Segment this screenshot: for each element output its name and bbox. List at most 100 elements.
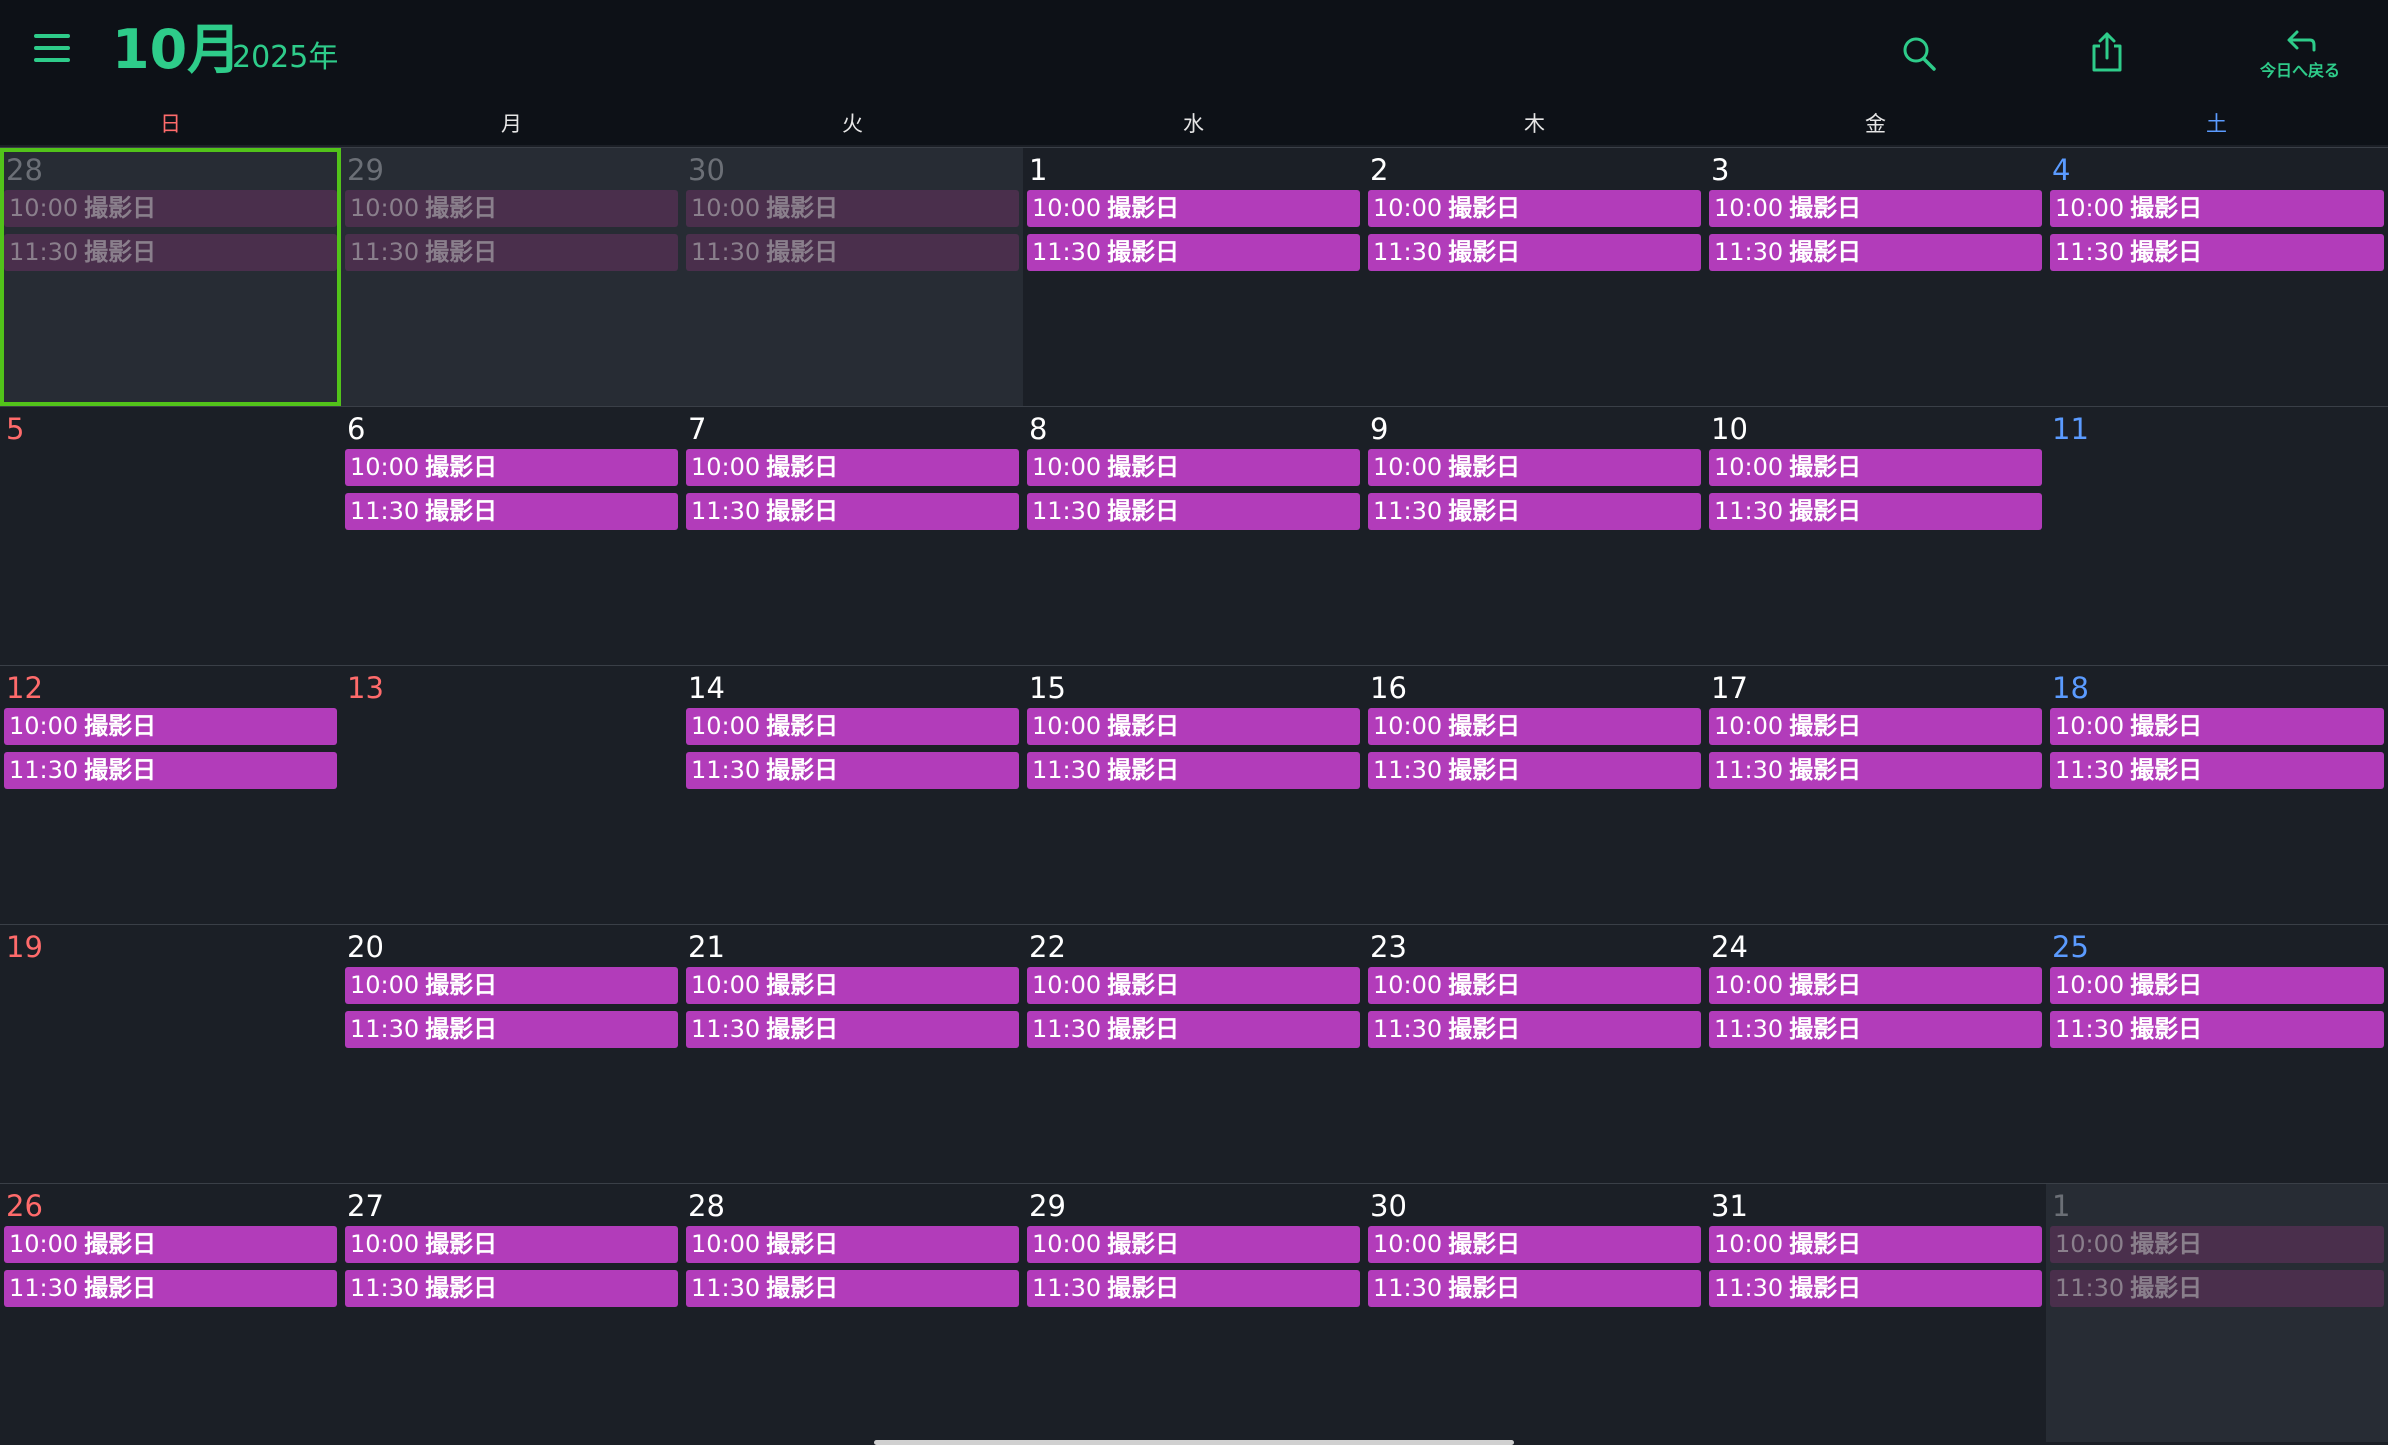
event-chip[interactable]: 10:00 撮影日	[1027, 708, 1360, 745]
day-cell[interactable]: 27 10:00 撮影日 11:30 撮影日	[341, 1183, 682, 1442]
menu-button[interactable]	[32, 34, 72, 70]
event-chip[interactable]: 10:00 撮影日	[2050, 1226, 2384, 1263]
event-chip[interactable]: 10:00 撮影日	[345, 1226, 678, 1263]
day-cell[interactable]: 17 10:00 撮影日 11:30 撮影日	[1705, 665, 2046, 924]
event-chip[interactable]: 11:30 撮影日	[1709, 234, 2042, 271]
share-button[interactable]	[2090, 30, 2124, 74]
event-chip[interactable]: 10:00 撮影日	[1027, 967, 1360, 1004]
day-cell[interactable]: 28 10:00 撮影日 11:30 撮影日	[682, 1183, 1023, 1442]
day-cell[interactable]: 1 10:00 撮影日 11:30 撮影日	[1023, 147, 1364, 406]
day-cell[interactable]: 11	[2046, 406, 2388, 665]
event-chip[interactable]: 10:00 撮影日	[2050, 190, 2384, 227]
event-chip[interactable]: 10:00 撮影日	[1709, 967, 2042, 1004]
day-cell[interactable]: 30 10:00 撮影日 11:30 撮影日	[1364, 1183, 1705, 1442]
event-chip[interactable]: 10:00 撮影日	[345, 967, 678, 1004]
event-chip[interactable]: 11:30 撮影日	[1027, 1270, 1360, 1307]
event-chip[interactable]: 10:00 撮影日	[1027, 1226, 1360, 1263]
day-cell[interactable]: 1 10:00 撮影日 11:30 撮影日	[2046, 1183, 2388, 1442]
event-chip[interactable]: 11:30 撮影日	[1368, 234, 1701, 271]
day-cell[interactable]: 20 10:00 撮影日 11:30 撮影日	[341, 924, 682, 1183]
event-chip[interactable]: 11:30 撮影日	[4, 234, 337, 271]
day-cell[interactable]: 28 10:00 撮影日 11:30 撮影日	[0, 147, 341, 406]
day-cell[interactable]: 15 10:00 撮影日 11:30 撮影日	[1023, 665, 1364, 924]
event-chip[interactable]: 11:30 撮影日	[686, 1011, 1019, 1048]
day-cell[interactable]: 22 10:00 撮影日 11:30 撮影日	[1023, 924, 1364, 1183]
event-chip[interactable]: 11:30 撮影日	[1709, 1011, 2042, 1048]
event-chip[interactable]: 11:30 撮影日	[1027, 1011, 1360, 1048]
day-cell[interactable]: 26 10:00 撮影日 11:30 撮影日	[0, 1183, 341, 1442]
event-chip[interactable]: 11:30 撮影日	[1709, 752, 2042, 789]
day-cell[interactable]: 4 10:00 撮影日 11:30 撮影日	[2046, 147, 2388, 406]
event-chip[interactable]: 11:30 撮影日	[1027, 234, 1360, 271]
event-chip[interactable]: 11:30 撮影日	[1709, 493, 2042, 530]
event-chip[interactable]: 10:00 撮影日	[1368, 449, 1701, 486]
event-chip[interactable]: 11:30 撮影日	[345, 1270, 678, 1307]
day-cell[interactable]: 3 10:00 撮影日 11:30 撮影日	[1705, 147, 2046, 406]
event-chip[interactable]: 11:30 撮影日	[4, 1270, 337, 1307]
day-cell[interactable]: 8 10:00 撮影日 11:30 撮影日	[1023, 406, 1364, 665]
day-cell[interactable]: 13	[341, 665, 682, 924]
event-chip[interactable]: 10:00 撮影日	[4, 708, 337, 745]
day-cell[interactable]: 9 10:00 撮影日 11:30 撮影日	[1364, 406, 1705, 665]
day-cell[interactable]: 2 10:00 撮影日 11:30 撮影日	[1364, 147, 1705, 406]
event-chip[interactable]: 10:00 撮影日	[1027, 449, 1360, 486]
day-cell[interactable]: 14 10:00 撮影日 11:30 撮影日	[682, 665, 1023, 924]
day-cell[interactable]: 16 10:00 撮影日 11:30 撮影日	[1364, 665, 1705, 924]
event-chip[interactable]: 10:00 撮影日	[1709, 190, 2042, 227]
event-chip[interactable]: 10:00 撮影日	[4, 1226, 337, 1263]
event-chip[interactable]: 10:00 撮影日	[4, 190, 337, 227]
event-chip[interactable]: 11:30 撮影日	[1709, 1270, 2042, 1307]
day-cell[interactable]: 21 10:00 撮影日 11:30 撮影日	[682, 924, 1023, 1183]
event-chip[interactable]: 11:30 撮影日	[1368, 1270, 1701, 1307]
event-chip[interactable]: 11:30 撮影日	[686, 1270, 1019, 1307]
event-chip[interactable]: 10:00 撮影日	[1368, 708, 1701, 745]
event-chip[interactable]: 11:30 撮影日	[1027, 752, 1360, 789]
day-cell[interactable]: 29 10:00 撮影日 11:30 撮影日	[1023, 1183, 1364, 1442]
event-chip[interactable]: 11:30 撮影日	[2050, 1270, 2384, 1307]
event-chip[interactable]: 11:30 撮影日	[1027, 493, 1360, 530]
event-chip[interactable]: 11:30 撮影日	[2050, 1011, 2384, 1048]
event-chip[interactable]: 10:00 撮影日	[345, 190, 678, 227]
event-chip[interactable]: 10:00 撮影日	[686, 708, 1019, 745]
event-chip[interactable]: 10:00 撮影日	[2050, 967, 2384, 1004]
event-chip[interactable]: 10:00 撮影日	[686, 190, 1019, 227]
day-cell[interactable]: 18 10:00 撮影日 11:30 撮影日	[2046, 665, 2388, 924]
event-chip[interactable]: 10:00 撮影日	[1027, 190, 1360, 227]
day-cell[interactable]: 29 10:00 撮影日 11:30 撮影日	[341, 147, 682, 406]
event-chip[interactable]: 10:00 撮影日	[345, 449, 678, 486]
event-chip[interactable]: 11:30 撮影日	[1368, 493, 1701, 530]
day-cell[interactable]: 7 10:00 撮影日 11:30 撮影日	[682, 406, 1023, 665]
event-chip[interactable]: 11:30 撮影日	[686, 234, 1019, 271]
day-cell[interactable]: 24 10:00 撮影日 11:30 撮影日	[1705, 924, 2046, 1183]
day-cell[interactable]: 10 10:00 撮影日 11:30 撮影日	[1705, 406, 2046, 665]
event-chip[interactable]: 11:30 撮影日	[1368, 1011, 1701, 1048]
day-cell[interactable]: 12 10:00 撮影日 11:30 撮影日	[0, 665, 341, 924]
event-chip[interactable]: 10:00 撮影日	[1368, 967, 1701, 1004]
event-chip[interactable]: 10:00 撮影日	[1368, 1226, 1701, 1263]
event-chip[interactable]: 10:00 撮影日	[2050, 708, 2384, 745]
event-chip[interactable]: 11:30 撮影日	[345, 493, 678, 530]
event-chip[interactable]: 11:30 撮影日	[686, 752, 1019, 789]
event-chip[interactable]: 10:00 撮影日	[1709, 708, 2042, 745]
day-cell[interactable]: 5	[0, 406, 341, 665]
event-chip[interactable]: 10:00 撮影日	[1368, 190, 1701, 227]
month-title[interactable]: 10月	[112, 18, 242, 81]
event-chip[interactable]: 11:30 撮影日	[2050, 234, 2384, 271]
event-chip[interactable]: 11:30 撮影日	[1368, 752, 1701, 789]
back-to-today-button[interactable]: 今日へ戻る	[2250, 28, 2350, 84]
event-chip[interactable]: 10:00 撮影日	[1709, 1226, 2042, 1263]
search-button[interactable]	[1902, 34, 1938, 74]
day-cell[interactable]: 25 10:00 撮影日 11:30 撮影日	[2046, 924, 2388, 1183]
day-cell[interactable]: 6 10:00 撮影日 11:30 撮影日	[341, 406, 682, 665]
day-cell[interactable]: 23 10:00 撮影日 11:30 撮影日	[1364, 924, 1705, 1183]
day-cell[interactable]: 19	[0, 924, 341, 1183]
event-chip[interactable]: 11:30 撮影日	[4, 752, 337, 789]
event-chip[interactable]: 10:00 撮影日	[686, 449, 1019, 486]
event-chip[interactable]: 10:00 撮影日	[686, 967, 1019, 1004]
event-chip[interactable]: 11:30 撮影日	[686, 493, 1019, 530]
event-chip[interactable]: 11:30 撮影日	[345, 234, 678, 271]
day-cell[interactable]: 30 10:00 撮影日 11:30 撮影日	[682, 147, 1023, 406]
event-chip[interactable]: 11:30 撮影日	[2050, 752, 2384, 789]
event-chip[interactable]: 11:30 撮影日	[345, 1011, 678, 1048]
day-cell[interactable]: 31 10:00 撮影日 11:30 撮影日	[1705, 1183, 2046, 1442]
